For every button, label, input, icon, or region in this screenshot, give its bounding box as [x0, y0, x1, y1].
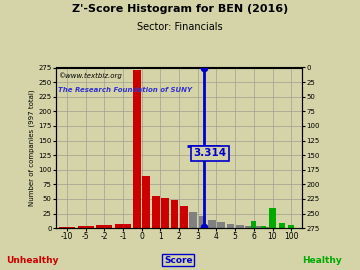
Bar [96, 225, 112, 228]
Bar [252, 221, 256, 228]
Bar [133, 70, 141, 228]
Bar [261, 226, 266, 228]
Bar [288, 225, 294, 228]
Bar [269, 208, 276, 228]
Bar [59, 227, 75, 228]
Text: 3.314: 3.314 [193, 148, 226, 158]
Bar [115, 224, 131, 228]
Text: Healthy: Healthy [302, 256, 342, 265]
Bar [217, 222, 225, 228]
Bar [208, 220, 216, 228]
Bar [245, 226, 253, 228]
Text: Score: Score [164, 256, 193, 265]
Bar [226, 224, 234, 228]
Text: Z'-Score Histogram for BEN (2016): Z'-Score Histogram for BEN (2016) [72, 4, 288, 14]
Bar [143, 176, 150, 228]
Bar [236, 225, 244, 228]
Text: The Research Foundation of SUNY: The Research Foundation of SUNY [58, 87, 192, 93]
Text: ©www.textbiz.org: ©www.textbiz.org [58, 72, 122, 79]
Bar [255, 227, 262, 228]
Bar [198, 217, 206, 228]
Text: Unhealthy: Unhealthy [6, 256, 59, 265]
Bar [171, 200, 178, 228]
Bar [180, 206, 188, 228]
Bar [152, 196, 160, 228]
Bar [78, 226, 94, 228]
Bar [161, 198, 169, 228]
Y-axis label: Number of companies (997 total): Number of companies (997 total) [29, 90, 35, 206]
Bar [279, 224, 285, 228]
Text: Sector: Financials: Sector: Financials [137, 22, 223, 32]
Bar [189, 212, 197, 228]
Bar [264, 227, 272, 228]
